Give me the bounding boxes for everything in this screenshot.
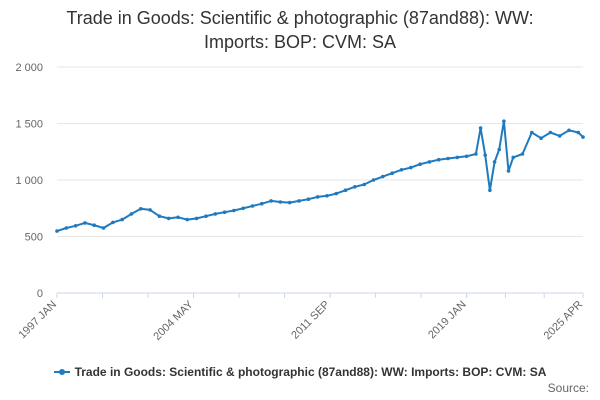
data-point: [409, 165, 413, 170]
y-tick-label: 1 000: [15, 175, 43, 187]
data-point: [148, 208, 152, 212]
data-point: [64, 226, 69, 230]
data-point: [436, 157, 441, 162]
y-tick-label: 500: [25, 232, 43, 244]
data-point: [232, 208, 236, 213]
data-point: [194, 216, 199, 221]
data-point: [446, 156, 450, 161]
data-point: [204, 214, 208, 218]
data-point: [92, 223, 96, 227]
series-line: [56, 120, 584, 233]
data-point: [120, 217, 124, 222]
y-tick-label: 1 500: [15, 119, 43, 131]
data-point: [176, 215, 180, 220]
source-label: Source:: [547, 381, 589, 395]
data-point: [157, 214, 162, 218]
data-point: [297, 199, 301, 203]
data-point: [325, 194, 329, 198]
x-tick-label: 2011 SEP: [289, 299, 332, 342]
data-point: [539, 136, 543, 140]
data-point: [353, 185, 357, 189]
data-point: [73, 224, 78, 228]
chart-title-line-2: Imports: BOP: CVM: SA: [203, 32, 397, 52]
data-point: [506, 169, 511, 173]
data-point: [492, 160, 497, 164]
y-tick-label: 0: [37, 288, 43, 300]
data-point: [166, 216, 171, 221]
data-point: [427, 160, 432, 164]
data-point: [260, 201, 264, 206]
data-point: [343, 188, 348, 192]
data-point: [222, 210, 227, 214]
data-point: [241, 206, 245, 211]
chart-title-line-1: Trade in Goods: Scientific & photographi…: [66, 8, 534, 28]
legend-label: Trade in Goods: Scientific & photographi…: [74, 365, 547, 379]
data-point: [399, 168, 404, 172]
data-point: [101, 226, 106, 230]
data-point: [488, 188, 492, 192]
data-point: [269, 199, 273, 203]
data-point: [567, 128, 571, 133]
data-point: [213, 212, 218, 216]
data-point: [581, 135, 585, 139]
legend[interactable]: Trade in Goods: Scientific & photographi…: [0, 363, 600, 381]
data-point: [111, 220, 115, 225]
data-point: [185, 217, 190, 222]
data-point: [548, 130, 553, 135]
data-point: [455, 155, 460, 160]
data-point: [129, 212, 134, 216]
data-point: [497, 147, 502, 152]
data-point: [483, 153, 488, 157]
data-point: [306, 197, 311, 201]
data-point: [55, 229, 59, 233]
data-point: [474, 152, 478, 156]
data-point: [315, 195, 320, 199]
data-point: [520, 152, 525, 156]
data-point: [576, 130, 581, 135]
data-point: [371, 178, 376, 182]
data-point: [530, 130, 534, 135]
x-tick-label: 2019 JAN: [426, 299, 469, 342]
data-point: [287, 200, 292, 205]
data-point: [511, 155, 515, 160]
chart-title: Trade in Goods: Scientific & photographi…: [0, 6, 600, 54]
data-point: [390, 171, 395, 175]
data-point: [334, 191, 339, 196]
data-point: [557, 134, 562, 138]
x-tick-label: 2025 APR: [542, 299, 586, 343]
data-point: [502, 119, 506, 123]
data-point: [478, 126, 483, 130]
data-point: [381, 174, 385, 179]
data-point: [418, 162, 422, 166]
data-point: [362, 182, 367, 187]
x-tick-label: 1997 JAN: [16, 299, 59, 342]
data-point: [139, 207, 143, 211]
y-tick-label: 2 000: [15, 62, 43, 74]
data-point: [83, 221, 87, 225]
data-point: [278, 200, 283, 204]
data-point: [464, 154, 469, 159]
legend-line-marker-icon: [53, 366, 70, 378]
x-tick-label: 2004 MAY: [151, 298, 196, 343]
data-point: [250, 204, 255, 208]
